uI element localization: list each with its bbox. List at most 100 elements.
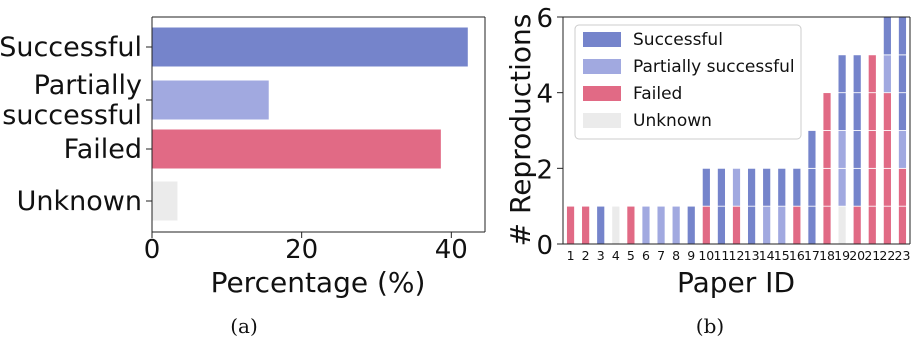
legend-frame (574, 24, 802, 140)
b-bar-23-segment-4-successful (898, 92, 907, 131)
caption-a: (a) (230, 314, 258, 338)
b-xtick-label-9: 9 (687, 248, 695, 263)
b-xtick-label-13: 13 (744, 248, 760, 263)
b-bar-19-segment-3-partially-successful (837, 130, 847, 169)
b-xtick-label-8: 8 (672, 248, 680, 263)
b-bar-22-segment-2-failed (882, 167, 892, 207)
b-bar-20-segment-4-successful (852, 92, 862, 131)
a-ytick-label-partially-successful: successful (2, 100, 142, 131)
b-bar-7-segment-1-partially-successful (656, 205, 666, 245)
b-ytick-label-4: 4 (536, 80, 553, 110)
b-xtick-label-20: 20 (849, 248, 865, 263)
b-xtick-label-22: 22 (879, 248, 895, 263)
b-bar-10-segment-2-successful (701, 167, 711, 207)
a-xtick-label-40: 40 (435, 235, 468, 265)
b-bar-23-segment-5-successful (898, 54, 907, 94)
b-xtick-label-2: 2 (582, 248, 590, 263)
b-bar-23-segment-6-successful (898, 16, 907, 56)
b-bar-22-segment-3-failed (882, 130, 892, 169)
a-ytick-label-partially-successful: Partially (34, 70, 142, 101)
b-legend: Successful Partially successful Failed Unkn… (574, 24, 802, 140)
b-bar-22-segment-6-successful (882, 16, 892, 56)
b-bar-18-segment-4-failed (822, 92, 832, 131)
b-xlabel: Paper ID (677, 266, 795, 299)
b-xtick-label-4: 4 (612, 248, 620, 263)
b-xtick-label-19: 19 (834, 248, 850, 263)
a-ytick-label-unknown: Unknown (17, 186, 142, 217)
b-xtick-label-7: 7 (657, 248, 665, 263)
b-bar-17-segment-3-successful (807, 130, 817, 169)
b-bar-12-segment-2-partially-successful (732, 167, 741, 207)
b-bar-6-segment-1-partially-successful (641, 205, 651, 245)
b-bar-21-segment-5-failed (867, 54, 877, 94)
b-bar-4-segment-1-unknown (611, 205, 621, 245)
b-xtick-label-23: 23 (895, 248, 911, 263)
b-xtick-label-18: 18 (819, 248, 835, 263)
b-xtick-label-12: 12 (729, 248, 745, 263)
b-bar-3-segment-1-successful (596, 205, 606, 245)
b-bar-23-segment-1-failed (898, 205, 907, 245)
b-bar-16-segment-2-successful (792, 167, 802, 207)
b-bar-22-segment-5-partially-successful (882, 54, 892, 94)
a-xtick-label-20: 20 (285, 235, 318, 265)
b-xtick-label-3: 3 (597, 248, 605, 263)
b-bar-11-segment-1-successful (717, 205, 726, 245)
b-bar-15-segment-2-successful (777, 167, 787, 207)
b-bar-13-segment-2-successful (747, 167, 756, 207)
b-ylabel: # Reproductions (504, 14, 537, 247)
legend-label-successful: Successful (633, 30, 723, 50)
a-bar-failed (152, 129, 441, 169)
a-xtick-label-0: 0 (144, 235, 161, 265)
legend-label-unknown: Unknown (633, 111, 712, 131)
b-bar-13-segment-1-successful (747, 205, 756, 245)
legend-swatch-failed (583, 86, 621, 101)
legend-swatch-successful (583, 32, 621, 47)
a-ytick-label-successful: Successful (0, 32, 142, 63)
a-bar-partially-successful (152, 80, 269, 120)
b-bar-14-segment-1-partially-successful (762, 205, 772, 245)
b-bar-20-segment-2-successful (852, 167, 862, 207)
b-bar-20-segment-3-successful (852, 130, 862, 169)
caption-b: (b) (696, 314, 724, 338)
b-bar-20-segment-5-successful (852, 54, 862, 94)
b-xtick-label-6: 6 (642, 248, 650, 263)
b-bar-18-segment-1-failed (822, 205, 832, 245)
b-bar-15-segment-1-partially-successful (777, 205, 787, 245)
b-bar-21-segment-4-failed (867, 92, 877, 131)
b-xtick-label-16: 16 (789, 248, 805, 263)
b-bar-19-segment-1-unknown (837, 205, 847, 245)
b-bar-19-segment-5-successful (837, 54, 847, 94)
b-bar-11-segment-2-successful (717, 167, 726, 207)
b-bar-21-segment-2-failed (867, 167, 877, 207)
b-ytick-label-0: 0 (536, 231, 553, 261)
b-bar-2-segment-1-failed (581, 205, 591, 245)
b-ytick-label-6: 6 (536, 4, 553, 34)
b-bar-5-segment-1-failed (626, 205, 636, 245)
a-bar-successful (152, 27, 468, 67)
b-bar-19-segment-2-partially-successful (837, 167, 847, 207)
b-bar-1-segment-1-failed (566, 205, 575, 245)
b-bar-16-segment-1-failed (792, 205, 802, 245)
a-bar-unknown (152, 181, 178, 221)
legend-label-failed: Failed (633, 84, 682, 104)
b-xtick-label-15: 15 (774, 248, 790, 263)
b-xtick-label-5: 5 (627, 248, 635, 263)
b-bar-20-segment-1-failed (852, 205, 862, 245)
b-ytick-label-2: 2 (536, 155, 553, 185)
b-bar-23-segment-3-partially-successful (898, 130, 907, 169)
a-ytick-label-failed: Failed (64, 134, 142, 165)
b-bar-14-segment-2-successful (762, 167, 772, 207)
a-xlabel: Percentage (%) (211, 266, 426, 299)
b-bar-22-segment-4-failed (882, 92, 892, 131)
legend-swatch-partially-successful (583, 59, 621, 74)
b-bar-18-segment-3-failed (822, 130, 832, 169)
b-xtick-label-14: 14 (759, 248, 775, 263)
b-bar-21-segment-3-failed (867, 130, 877, 169)
b-bar-23-segment-2-failed (898, 167, 907, 207)
b-bar-10-segment-1-failed (701, 205, 711, 245)
b-bar-17-segment-1-successful (807, 205, 817, 245)
b-bar-19-segment-4-successful (837, 92, 847, 131)
b-bar-18-segment-2-failed (822, 167, 832, 207)
b-xtick-label-21: 21 (864, 248, 880, 263)
